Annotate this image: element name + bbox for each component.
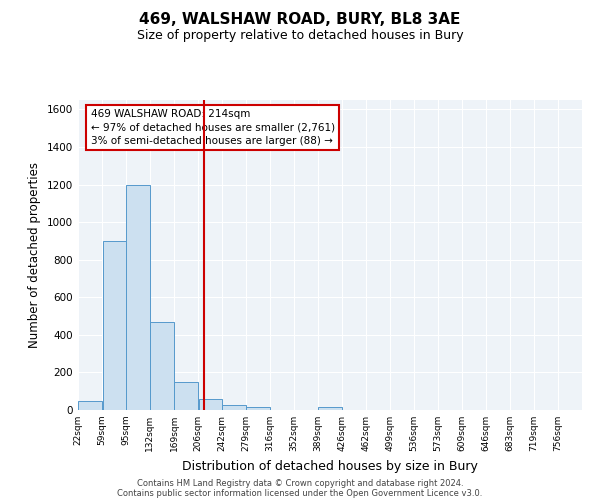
Bar — [247, 407, 270, 410]
Bar — [222, 406, 245, 410]
X-axis label: Distribution of detached houses by size in Bury: Distribution of detached houses by size … — [182, 460, 478, 472]
Text: Contains public sector information licensed under the Open Government Licence v3: Contains public sector information licen… — [118, 488, 482, 498]
Text: 469 WALSHAW ROAD: 214sqm
← 97% of detached houses are smaller (2,761)
3% of semi: 469 WALSHAW ROAD: 214sqm ← 97% of detach… — [91, 110, 335, 146]
Bar — [126, 184, 149, 410]
Y-axis label: Number of detached properties: Number of detached properties — [28, 162, 41, 348]
Text: Contains HM Land Registry data © Crown copyright and database right 2024.: Contains HM Land Registry data © Crown c… — [137, 478, 463, 488]
Bar — [150, 322, 174, 410]
Text: 469, WALSHAW ROAD, BURY, BL8 3AE: 469, WALSHAW ROAD, BURY, BL8 3AE — [139, 12, 461, 28]
Bar — [79, 400, 102, 410]
Bar — [175, 382, 198, 410]
Bar — [318, 407, 342, 410]
Bar — [199, 398, 222, 410]
Text: Size of property relative to detached houses in Bury: Size of property relative to detached ho… — [137, 29, 463, 42]
Bar — [103, 241, 126, 410]
